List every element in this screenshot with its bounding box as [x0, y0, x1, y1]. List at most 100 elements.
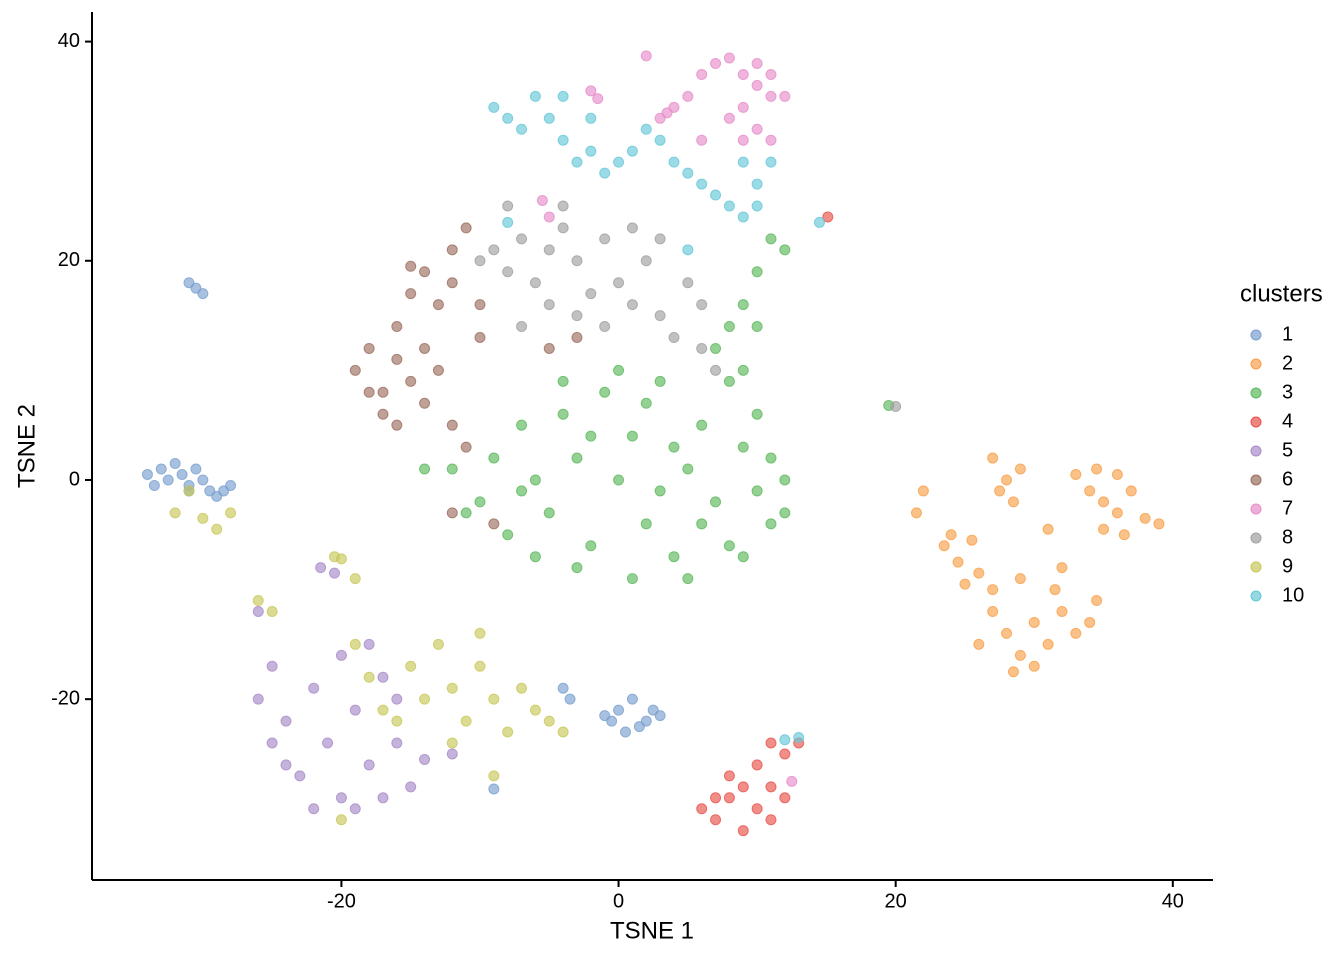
legend-label: 4 — [1282, 410, 1293, 432]
point — [737, 101, 749, 113]
point — [405, 660, 417, 672]
point — [488, 452, 500, 464]
point — [723, 200, 735, 212]
point — [640, 50, 652, 62]
point — [737, 825, 749, 837]
point — [363, 342, 375, 354]
point — [751, 266, 763, 278]
point — [252, 605, 264, 617]
point — [419, 397, 431, 409]
point — [973, 638, 985, 650]
point — [737, 299, 749, 311]
point — [446, 419, 458, 431]
point — [1042, 638, 1054, 650]
point — [405, 260, 417, 272]
point — [696, 803, 708, 815]
point — [432, 364, 444, 376]
point — [446, 682, 458, 694]
point — [654, 710, 666, 722]
point — [328, 567, 340, 579]
legend-swatch — [1250, 503, 1262, 515]
point — [640, 255, 652, 267]
x-tick-label: -20 — [327, 890, 356, 912]
point — [585, 540, 597, 552]
point — [419, 342, 431, 354]
point — [682, 463, 694, 475]
point — [571, 562, 583, 574]
point — [391, 737, 403, 749]
point — [529, 474, 541, 486]
point — [557, 682, 569, 694]
point — [335, 553, 347, 565]
point — [543, 715, 555, 727]
point — [377, 386, 389, 398]
point — [502, 726, 514, 738]
legend-swatch — [1250, 445, 1262, 457]
point — [613, 704, 625, 716]
point — [502, 112, 514, 124]
point — [252, 693, 264, 705]
point — [211, 523, 223, 535]
point — [335, 792, 347, 804]
point — [543, 299, 555, 311]
legend-label: 7 — [1282, 497, 1293, 519]
point — [710, 342, 722, 354]
point — [488, 783, 500, 795]
point — [966, 534, 978, 546]
point — [710, 814, 722, 826]
point — [543, 112, 555, 124]
point — [710, 189, 722, 201]
point — [488, 770, 500, 782]
point — [169, 507, 181, 519]
point — [516, 485, 528, 497]
point — [765, 90, 777, 102]
point — [516, 123, 528, 135]
point — [723, 770, 735, 782]
point — [654, 485, 666, 497]
point — [613, 277, 625, 289]
point — [405, 375, 417, 387]
point — [751, 485, 763, 497]
point — [363, 671, 375, 683]
point — [599, 386, 611, 398]
point — [557, 375, 569, 387]
legend-label: 6 — [1282, 468, 1293, 490]
point — [1098, 523, 1110, 535]
point — [1028, 660, 1040, 672]
point — [225, 507, 237, 519]
legend-label: 9 — [1282, 555, 1293, 577]
point — [822, 211, 834, 223]
point — [613, 156, 625, 168]
point — [474, 496, 486, 508]
point — [626, 299, 638, 311]
point — [751, 759, 763, 771]
legend-swatch — [1250, 474, 1262, 486]
point — [543, 342, 555, 354]
point — [682, 167, 694, 179]
point — [626, 145, 638, 157]
point — [363, 638, 375, 650]
point — [516, 419, 528, 431]
point — [543, 244, 555, 256]
point — [737, 68, 749, 80]
point — [1028, 616, 1040, 628]
point — [737, 781, 749, 793]
point — [169, 458, 181, 470]
point — [592, 93, 604, 105]
point — [710, 364, 722, 376]
point — [557, 726, 569, 738]
point — [696, 342, 708, 354]
point — [280, 715, 292, 727]
point — [765, 737, 777, 749]
point — [1139, 512, 1151, 524]
legend-label: 3 — [1282, 381, 1293, 403]
point — [633, 721, 645, 733]
point — [363, 386, 375, 398]
point — [585, 112, 597, 124]
point — [349, 638, 361, 650]
point — [723, 52, 735, 64]
legend-swatch — [1250, 590, 1262, 602]
point — [1084, 616, 1096, 628]
point — [751, 408, 763, 420]
point — [571, 310, 583, 322]
